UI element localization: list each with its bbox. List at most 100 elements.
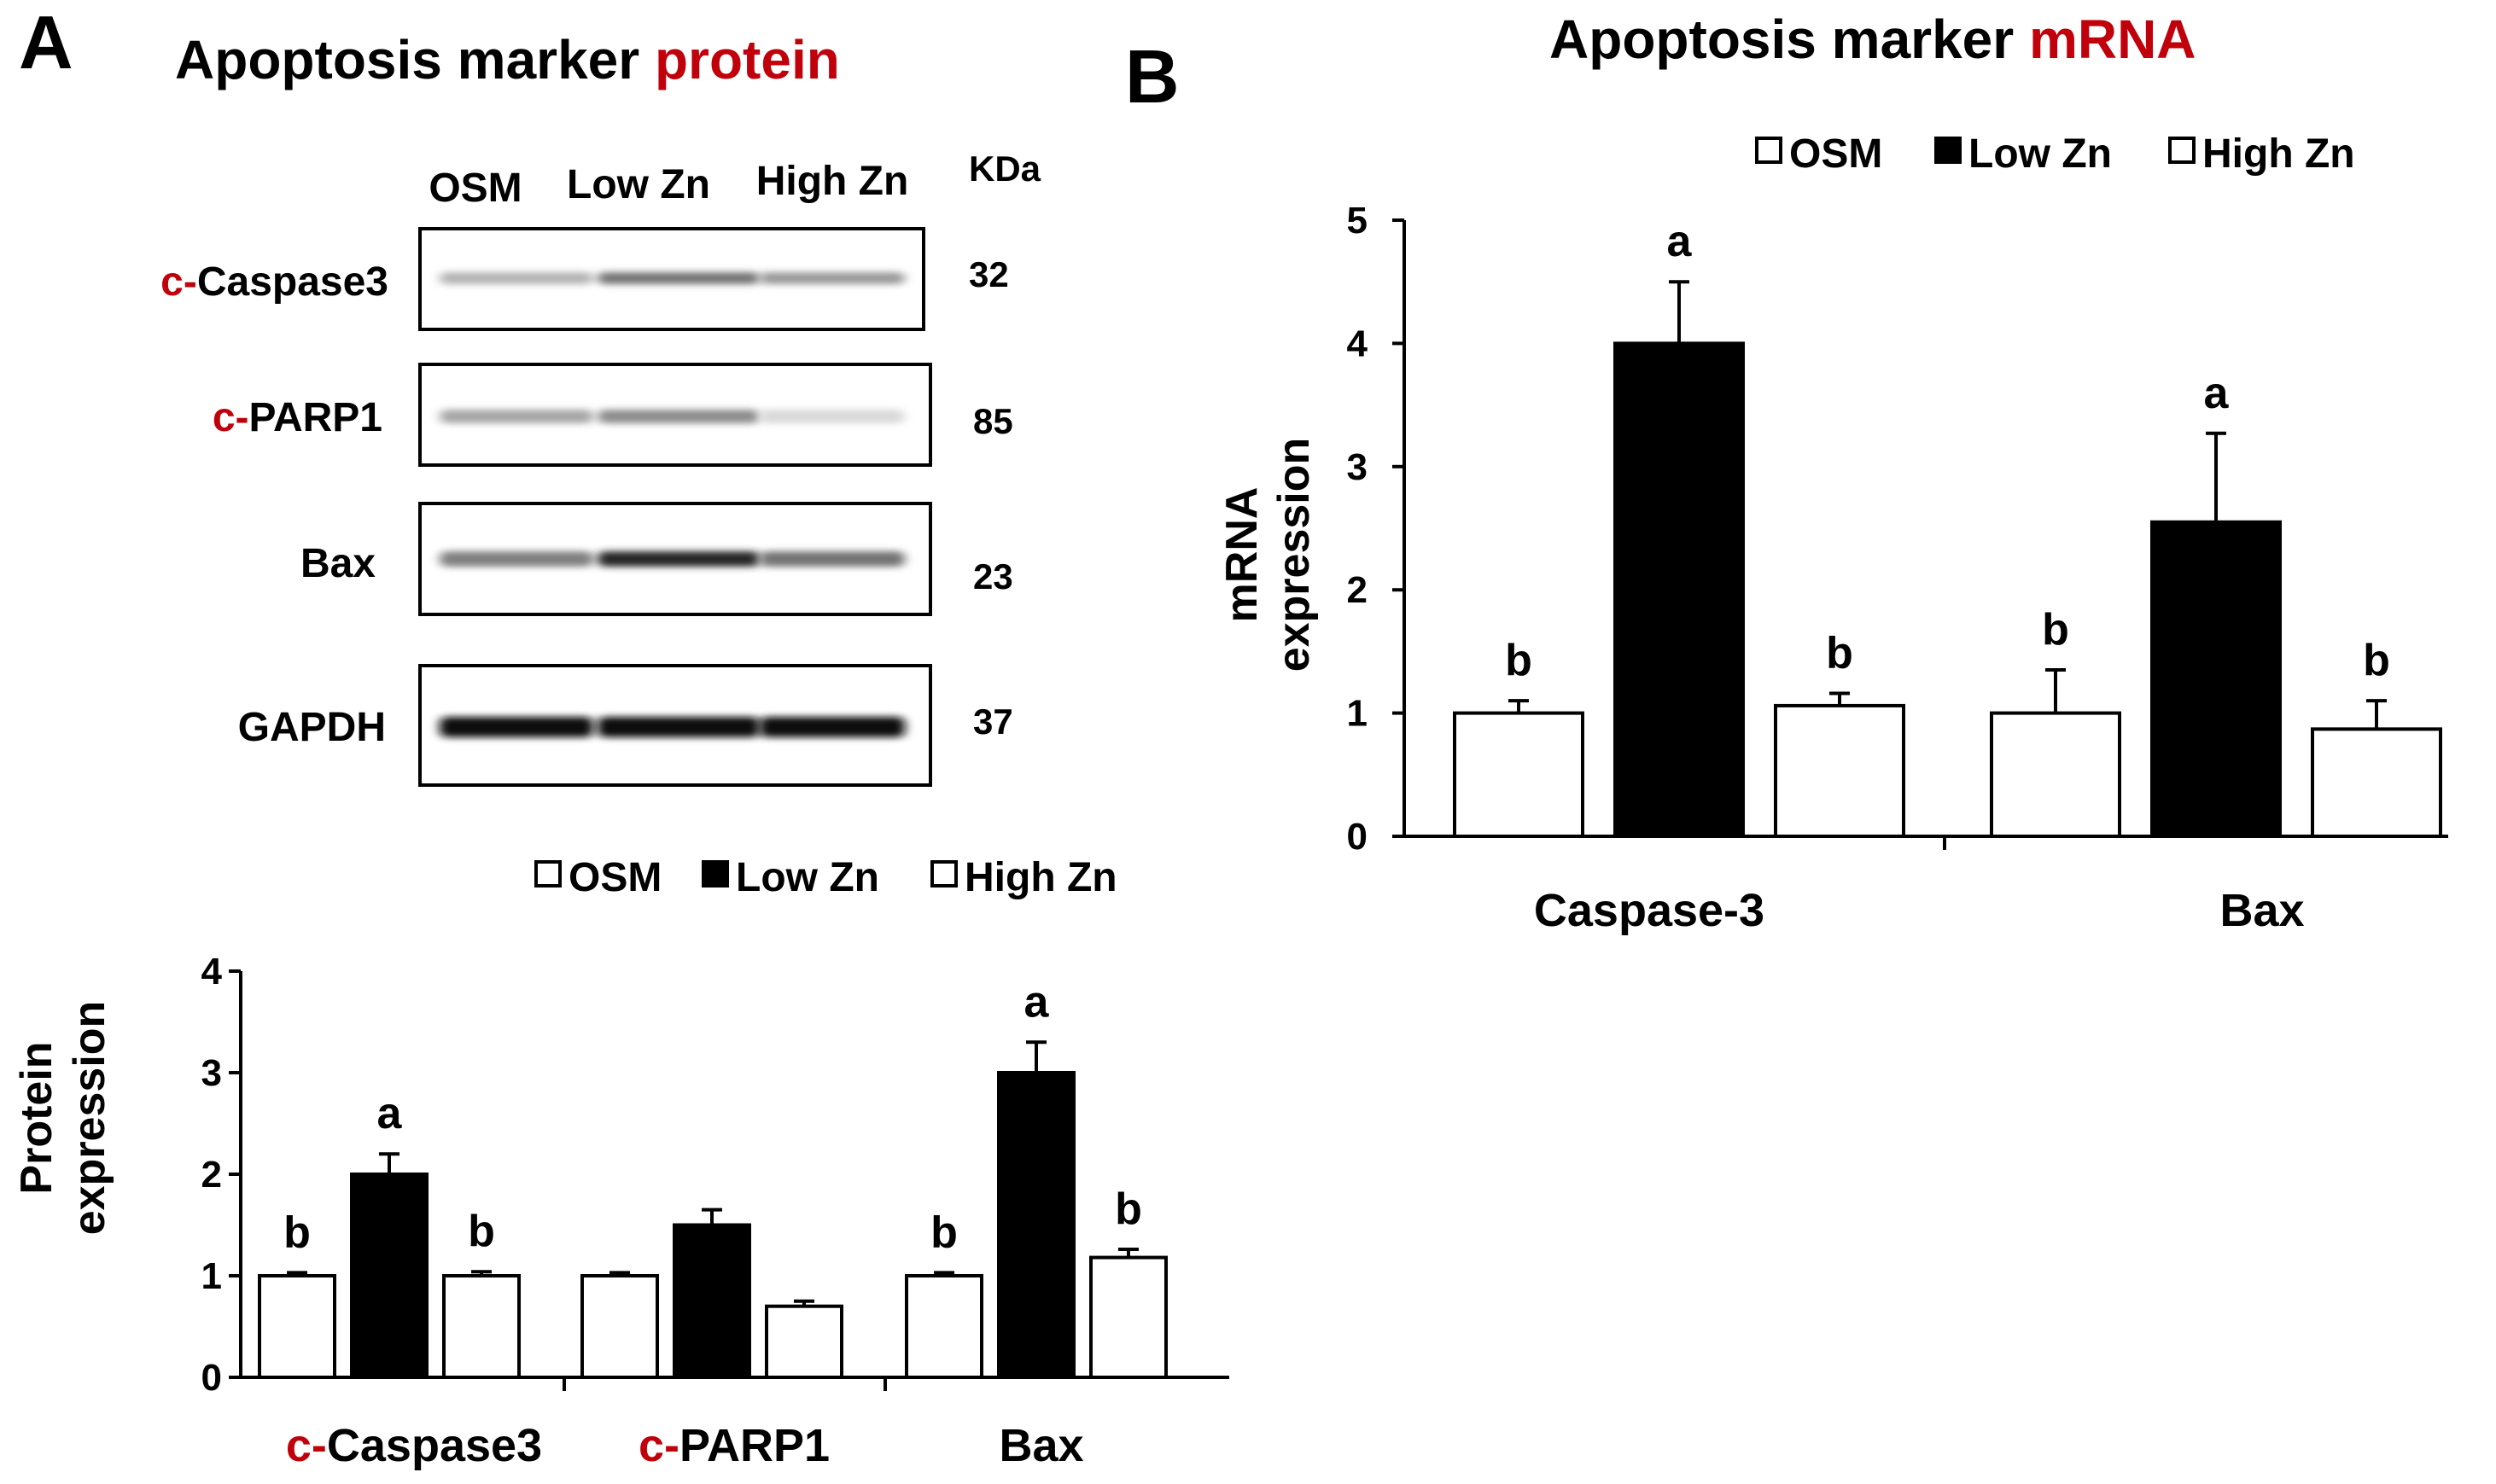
blot-gapdh: GAPDH 37 (238, 664, 1013, 787)
bar-osm (580, 1274, 659, 1379)
blot-bands (440, 272, 905, 284)
blot-band (598, 272, 760, 284)
panel-a-title-highlight: protein (655, 29, 840, 90)
y-tick-label: 2 (1347, 569, 1368, 611)
significance-letter: a (2204, 369, 2230, 418)
bar-low-zn (350, 1173, 429, 1379)
significance-letter: b (2042, 605, 2069, 655)
lane-label-osm: OSM (429, 166, 522, 211)
blot-label-bax: Bax (300, 541, 376, 586)
blot-band (440, 551, 593, 567)
significance-letter: a (377, 1089, 403, 1138)
bar-high-zn (442, 1274, 521, 1379)
y-axis-title-line1: mRNA (1217, 487, 1267, 623)
panel-a-letter: A (19, 0, 73, 84)
blot-caspase3: c-Caspase3 32 (160, 227, 1009, 331)
blot-label-parp1: c-PARP1 (213, 395, 382, 440)
lane-label-high-zn: High Zn (756, 159, 909, 204)
bar-osm (1453, 711, 1584, 838)
kda-value-gapdh: 37 (973, 701, 1013, 742)
blot-band (598, 551, 760, 567)
blot-band (760, 717, 905, 737)
significance-letter: b (930, 1208, 958, 1257)
bar-osm (905, 1274, 983, 1379)
bar-osm (258, 1274, 336, 1379)
kda-value-parp1: 85 (973, 401, 1013, 441)
protein-bar-chart: 0 1 2 3 4 Protein expression b b a a b b c-Caspase3 c-… (12, 855, 1229, 1471)
significance-letter: a (1667, 217, 1693, 266)
panel-b-title-prefix: Apoptosis marker (1549, 9, 2029, 70)
bar-high-zn (765, 1304, 843, 1379)
legend-swatch (702, 860, 729, 887)
x-category-label: c-Caspase3 (286, 1420, 542, 1471)
significance-letter: b (1115, 1184, 1142, 1234)
legend-label: Low Zn (736, 855, 879, 900)
panel-b-title-highlight: mRNA (2029, 9, 2196, 70)
panel-b-letter: B (1125, 34, 1180, 119)
significance-letter: b (1505, 636, 1532, 685)
significance-letter: b (283, 1208, 311, 1257)
bar-low-zn (1613, 341, 1745, 838)
y-tick-label: 2 (201, 1154, 222, 1196)
bar-low-zn (997, 1071, 1076, 1379)
y-tick-label: 3 (201, 1052, 222, 1094)
significance-letter: b (2363, 636, 2390, 685)
significance-letter: b (468, 1207, 495, 1256)
legend-label: OSM (569, 855, 662, 900)
y-tick-label: 0 (201, 1357, 222, 1399)
bar-low-zn (2150, 520, 2282, 839)
y-axis-title-line1: Protein (12, 1041, 61, 1194)
blot-bands (440, 410, 905, 423)
mrna-bar-chart: 0 1 2 3 4 5 mRNA expression b b a a b b Caspase-3 Bax OS… (1217, 131, 2448, 936)
panel-b-title: Apoptosis marker mRNA (1549, 9, 2196, 70)
y-tick-label: 3 (1347, 446, 1368, 488)
blot-band (598, 410, 760, 423)
blot-band (440, 410, 593, 423)
blot-band (760, 272, 905, 284)
legend-swatch (930, 860, 958, 887)
kda-header: KDa (969, 148, 1041, 189)
blot-label-caspase3: c-Caspase3 (160, 259, 388, 305)
y-tick-label: 0 (1347, 816, 1368, 858)
significance-letter: a (1024, 977, 1050, 1027)
y-tick-label: 5 (1347, 200, 1368, 242)
y-axis-title-line2: expression (65, 1001, 114, 1236)
blot-band (760, 410, 905, 423)
blot-label-gapdh: GAPDH (238, 705, 386, 750)
legend-swatch (1934, 137, 1962, 164)
bar-high-zn (1089, 1255, 1168, 1379)
legend-swatch (534, 860, 562, 887)
bar-low-zn (673, 1223, 751, 1379)
bar-osm (1990, 711, 2121, 838)
x-category-label: c-PARP1 (639, 1420, 830, 1471)
kda-value-bax: 23 (973, 556, 1013, 597)
legend-swatch (1755, 137, 1782, 164)
blot-band (440, 717, 593, 737)
kda-value-caspase3: 32 (969, 254, 1009, 294)
y-tick-label: 4 (1347, 323, 1368, 364)
blot-bands (440, 551, 905, 567)
blot-band (440, 272, 593, 284)
legend-swatch (2168, 137, 2196, 164)
y-tick-label: 4 (201, 951, 223, 992)
blot-band (760, 551, 905, 567)
panel-a-title: Apoptosis marker protein (175, 29, 840, 90)
y-tick-label: 1 (201, 1255, 222, 1297)
panel-a-title-prefix: Apoptosis marker (175, 29, 655, 90)
y-axis-title-line2: expression (1269, 438, 1319, 672)
x-category-label: Caspase-3 (1534, 885, 1764, 936)
blot-bands (440, 717, 905, 737)
blot-band (598, 717, 760, 737)
x-category-label: Bax (999, 1420, 1083, 1471)
bar-high-zn (1774, 703, 1905, 838)
legend-label: High Zn (2202, 131, 2355, 177)
blot-parp1: c-PARP1 85 (213, 363, 1013, 467)
bar-high-zn (2311, 727, 2442, 839)
blot-bax: Bax 23 (300, 502, 1013, 616)
lane-label-low-zn: Low Zn (567, 162, 710, 207)
x-category-label: Bax (2219, 885, 2304, 936)
legend-label: High Zn (965, 855, 1117, 900)
legend-label: Low Zn (1968, 131, 2112, 177)
y-tick-label: 1 (1347, 693, 1368, 735)
legend-label: OSM (1789, 131, 1882, 177)
